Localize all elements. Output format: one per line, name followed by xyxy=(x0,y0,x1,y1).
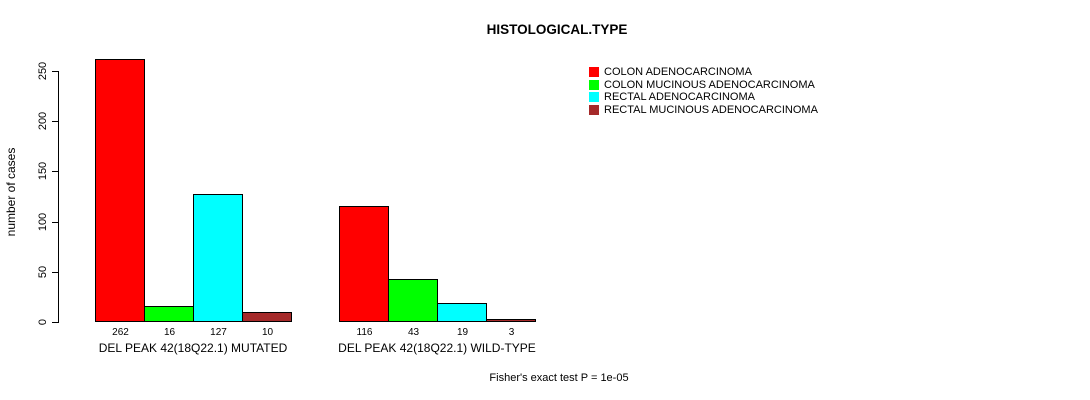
bar xyxy=(242,312,292,322)
y-tick-label: 200 xyxy=(37,112,49,131)
bar xyxy=(388,279,438,322)
bar xyxy=(486,319,536,322)
bar-value-label: 19 xyxy=(456,327,469,338)
y-axis-title: number of cases xyxy=(4,147,18,237)
bar xyxy=(193,194,243,322)
legend-color-swatch-icon xyxy=(589,67,599,78)
bar xyxy=(339,206,389,322)
legend-color-swatch-icon xyxy=(589,92,599,103)
y-tick-label: 150 xyxy=(37,162,49,181)
y-tick-label: 250 xyxy=(37,61,49,81)
legend-label: COLON ADENOCARCINOMA xyxy=(604,66,752,79)
legend-label: RECTAL MUCINOUS ADENOCARCINOMA xyxy=(604,104,818,117)
bar xyxy=(437,303,487,322)
bar xyxy=(144,306,194,322)
bar-value-label: 262 xyxy=(112,327,129,338)
y-tick-label: 50 xyxy=(37,265,49,278)
y-tick-label: 0 xyxy=(37,318,49,326)
bar-value-label: 127 xyxy=(210,327,227,338)
y-tick xyxy=(52,271,58,273)
legend-item: RECTAL ADENOCARCINOMA xyxy=(589,91,818,104)
legend-color-swatch-icon xyxy=(589,79,599,90)
legend-item: COLON ADENOCARCINOMA xyxy=(589,66,818,79)
y-tick xyxy=(52,121,58,123)
legend-label: RECTAL ADENOCARCINOMA xyxy=(604,91,755,104)
legend: COLON ADENOCARCINOMA COLON MUCINOUS ADENO… xyxy=(589,66,818,116)
legend-label: COLON MUCINOUS ADENOCARCINOMA xyxy=(604,78,815,91)
fisher-test-annotation: Fisher's exact test P = 1e-05 xyxy=(489,372,629,384)
y-tick xyxy=(52,322,58,323)
bar xyxy=(95,59,145,322)
bar-value-label: 43 xyxy=(407,327,420,338)
y-tick-label: 100 xyxy=(37,212,49,231)
y-tick xyxy=(52,221,58,223)
legend-item: COLON MUCINOUS ADENOCARCINOMA xyxy=(589,79,818,92)
y-tick xyxy=(52,71,58,72)
bar-value-label: 10 xyxy=(261,327,274,338)
legend-item: RECTAL MUCINOUS ADENOCARCINOMA xyxy=(589,104,818,117)
bar-value-label: 16 xyxy=(163,327,176,338)
chart-title: HISTOLOGICAL.TYPE xyxy=(486,22,628,37)
bar-value-label: 3 xyxy=(508,327,515,338)
y-axis-line xyxy=(58,71,59,323)
x-category-label: DEL PEAK 42(18Q22.1) MUTATED xyxy=(98,341,288,355)
legend-color-swatch-icon xyxy=(589,105,599,116)
y-tick xyxy=(52,171,58,173)
bar-value-label: 116 xyxy=(356,327,373,338)
x-category-label: DEL PEAK 42(18Q22.1) WILD-TYPE xyxy=(338,341,536,355)
